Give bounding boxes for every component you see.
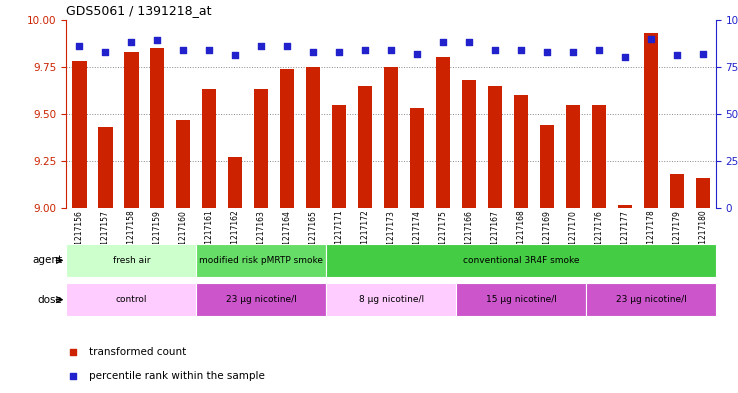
Text: control: control	[116, 295, 147, 304]
Point	[100, 49, 111, 55]
Bar	[196, 244, 326, 277]
Text: transformed count: transformed count	[89, 347, 187, 357]
Point	[177, 47, 189, 53]
Bar	[66, 244, 196, 277]
Text: GDS5061 / 1391218_at: GDS5061 / 1391218_at	[66, 4, 212, 17]
Bar	[151, 48, 165, 208]
Bar	[202, 90, 216, 208]
Point	[645, 35, 657, 42]
Bar	[228, 157, 242, 208]
Bar	[488, 86, 502, 208]
Point	[255, 43, 267, 49]
Bar	[66, 283, 196, 316]
Text: conventional 3R4F smoke: conventional 3R4F smoke	[463, 256, 579, 265]
Point	[437, 39, 449, 46]
Point	[567, 49, 579, 55]
Point	[411, 50, 423, 57]
Bar	[566, 105, 580, 208]
Point	[359, 47, 371, 53]
Bar	[670, 174, 684, 208]
Point	[125, 39, 137, 46]
Point	[307, 49, 319, 55]
Bar	[326, 244, 716, 277]
Text: 23 μg nicotine/l: 23 μg nicotine/l	[226, 295, 297, 304]
Bar	[384, 67, 399, 208]
Bar	[254, 90, 269, 208]
Bar	[618, 204, 632, 208]
Bar	[592, 105, 606, 208]
Bar	[124, 52, 139, 208]
Text: modified risk pMRTP smoke: modified risk pMRTP smoke	[199, 256, 323, 265]
Bar	[280, 69, 294, 208]
Bar	[358, 86, 372, 208]
Bar	[514, 95, 528, 208]
Point	[334, 49, 345, 55]
Bar	[644, 33, 658, 208]
Point	[230, 52, 241, 59]
Point	[67, 349, 79, 355]
Bar	[696, 178, 710, 208]
Point	[151, 37, 163, 44]
Point	[671, 52, 683, 59]
Bar	[586, 283, 716, 316]
Bar	[306, 67, 320, 208]
Bar	[332, 105, 346, 208]
Bar	[410, 108, 424, 208]
Text: 23 μg nicotine/l: 23 μg nicotine/l	[615, 295, 686, 304]
Point	[541, 49, 553, 55]
Bar	[72, 61, 86, 208]
Point	[697, 50, 708, 57]
Text: 8 μg nicotine/l: 8 μg nicotine/l	[359, 295, 424, 304]
Bar	[456, 283, 586, 316]
Point	[593, 47, 605, 53]
Point	[385, 47, 397, 53]
Text: fresh air: fresh air	[113, 256, 150, 265]
Text: 15 μg nicotine/l: 15 μg nicotine/l	[486, 295, 556, 304]
Point	[204, 47, 215, 53]
Point	[74, 43, 86, 49]
Bar	[436, 57, 450, 208]
Text: percentile rank within the sample: percentile rank within the sample	[89, 371, 265, 381]
Point	[619, 54, 631, 61]
Point	[281, 43, 293, 49]
Bar	[326, 283, 456, 316]
Text: agent: agent	[32, 255, 63, 265]
Text: dose: dose	[38, 295, 63, 305]
Point	[463, 39, 475, 46]
Bar	[176, 119, 190, 208]
Point	[489, 47, 501, 53]
Bar	[98, 127, 112, 208]
Bar	[196, 283, 326, 316]
Bar	[462, 80, 476, 208]
Bar	[540, 125, 554, 208]
Point	[67, 373, 79, 379]
Point	[515, 47, 527, 53]
